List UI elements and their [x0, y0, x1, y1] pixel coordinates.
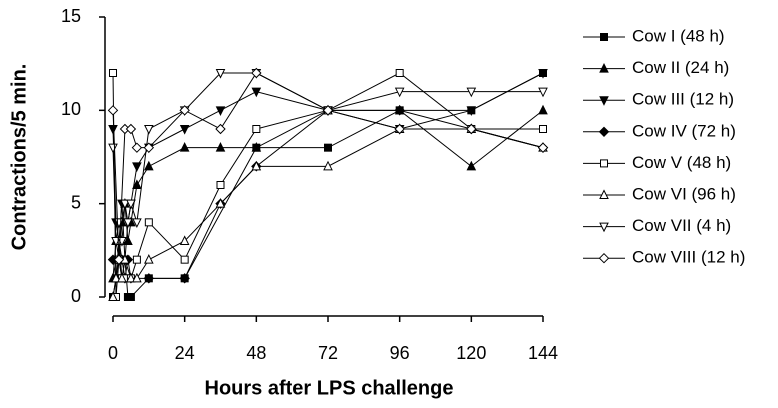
- data-point: [179, 235, 190, 245]
- data-point: [132, 272, 142, 283]
- series-line: [112, 72, 543, 242]
- legend-label: Cow IV (72 h): [632, 121, 736, 140]
- x-tick-label: 24: [175, 343, 195, 363]
- data-point: [179, 105, 190, 116]
- legend-label: Cow VIII (12 h): [632, 248, 745, 267]
- data-point: [251, 160, 262, 171]
- data-point: [126, 199, 136, 210]
- data-point: [216, 181, 225, 189]
- x-tick-label: 120: [456, 343, 486, 363]
- data-point: [132, 255, 141, 264]
- series-line: [112, 109, 544, 279]
- data-point: [215, 198, 226, 208]
- data-point: [251, 142, 262, 152]
- legend-marker: [599, 96, 609, 106]
- data-point: [252, 125, 261, 133]
- data-point: [537, 142, 549, 153]
- data-point: [394, 87, 405, 98]
- data-point: [120, 199, 130, 210]
- legend-label: Cow V (48 h): [632, 153, 731, 172]
- data-point: [466, 123, 477, 135]
- data-point: [324, 143, 332, 152]
- data-point: [132, 218, 142, 228]
- legend-marker: [600, 159, 608, 168]
- data-point: [215, 142, 226, 152]
- data-point: [538, 104, 548, 115]
- x-tick-label: 48: [246, 343, 266, 363]
- data-point: [215, 123, 226, 135]
- data-point: [111, 272, 121, 283]
- data-point: [538, 87, 548, 98]
- data-point: [117, 272, 127, 283]
- legend-marker: [598, 252, 610, 264]
- data-point: [251, 67, 262, 79]
- y-tick-label: 5: [71, 192, 81, 212]
- data-point: [466, 160, 477, 171]
- data-point: [394, 123, 405, 135]
- data-point: [180, 255, 189, 264]
- data-point: [123, 218, 133, 228]
- data-point: [179, 125, 190, 135]
- legend-marker: [599, 62, 609, 73]
- data-point: [179, 142, 190, 152]
- x-tick-label: 96: [390, 343, 410, 363]
- data-point: [323, 160, 333, 171]
- data-point: [144, 218, 153, 227]
- legend-label: Cow III (12 h): [632, 90, 734, 109]
- legend-marker: [599, 222, 609, 233]
- data-point: [539, 125, 547, 133]
- data-point: [179, 273, 190, 284]
- x-axis-title: Hours after LPS challenge: [205, 377, 454, 399]
- series-line: [112, 128, 544, 298]
- series-line: [112, 109, 544, 279]
- y-tick-label: 10: [61, 99, 81, 119]
- data-point: [126, 293, 135, 301]
- data-point: [251, 87, 262, 98]
- legend-label: Cow VI (96 h): [632, 184, 736, 203]
- y-tick-label: 0: [71, 286, 81, 306]
- data-point: [322, 105, 334, 116]
- data-point: [215, 69, 226, 79]
- legend-marker: [599, 189, 609, 199]
- data-point: [126, 272, 136, 283]
- data-point: [108, 125, 118, 135]
- data-point: [394, 105, 405, 116]
- data-point: [144, 160, 154, 171]
- x-tick-label: 72: [318, 343, 338, 363]
- legend-marker: [598, 126, 610, 138]
- data-point: [143, 142, 155, 153]
- data-point: [131, 142, 143, 153]
- x-tick-label: 0: [108, 343, 118, 363]
- y-tick-label: 15: [61, 6, 81, 26]
- data-point: [108, 291, 118, 301]
- data-point: [109, 69, 117, 77]
- data-point: [113, 254, 125, 265]
- x-tick-label: 144: [528, 343, 558, 363]
- data-point: [215, 106, 226, 116]
- data-point: [132, 162, 142, 172]
- data-point: [132, 179, 142, 189]
- data-point: [395, 69, 404, 77]
- data-point: [466, 106, 477, 116]
- data-point: [144, 125, 154, 135]
- data-point: [125, 123, 137, 135]
- y-axis-title: Contractions/5 min.: [8, 64, 30, 251]
- legend-label: Cow I (48 h): [632, 26, 725, 45]
- data-point: [108, 143, 118, 154]
- legend-label: Cow VII (4 h): [632, 216, 731, 235]
- data-point: [107, 105, 119, 116]
- legend-label: Cow II (24 h): [632, 58, 729, 77]
- data-point: [143, 273, 155, 284]
- data-point: [466, 87, 477, 98]
- data-point: [144, 254, 154, 264]
- data-point: [538, 69, 548, 79]
- legend-marker: [600, 33, 608, 41]
